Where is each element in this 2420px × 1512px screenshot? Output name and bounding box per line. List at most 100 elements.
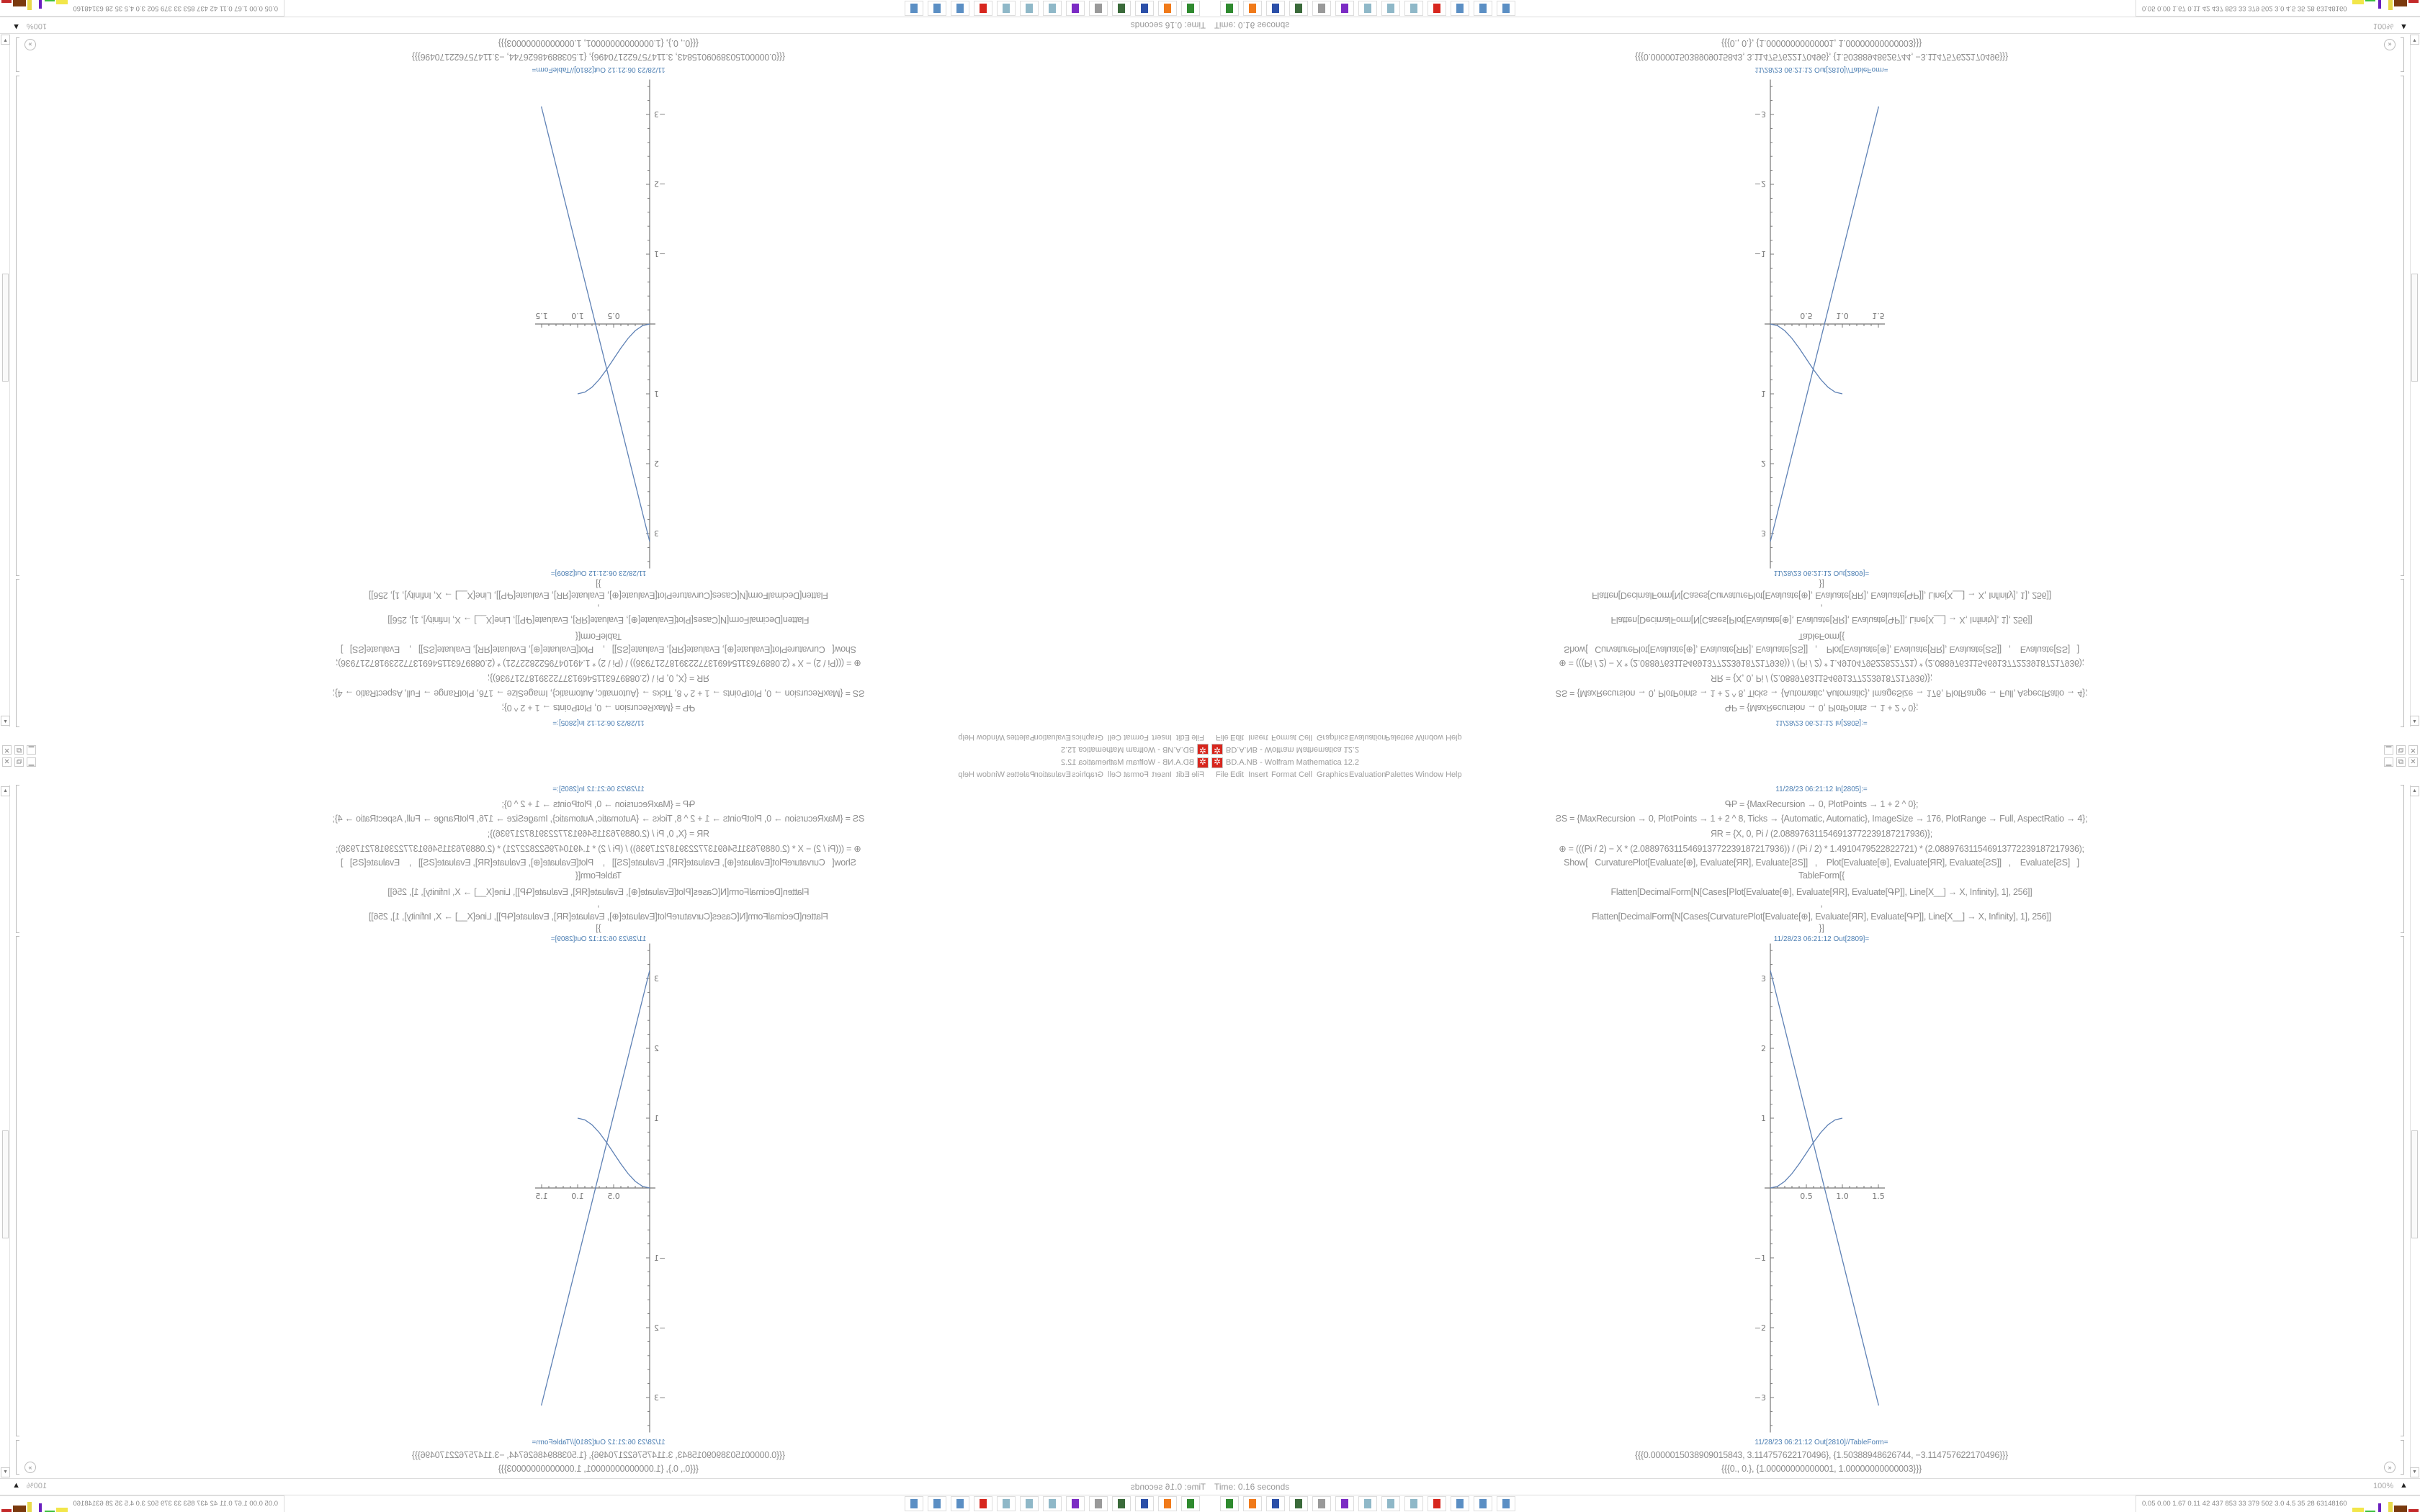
zoom-up-icon[interactable]: ▲ <box>12 22 20 31</box>
taskbar-button[interactable] <box>905 1496 923 1511</box>
code-line[interactable]: ԳP = {MaxRecursion → 0, PlotPoints → 1 +… <box>501 703 696 713</box>
cell-insert-icon[interactable]: » <box>2384 1462 2396 1473</box>
taskbar-button[interactable] <box>1158 1 1177 16</box>
code-line[interactable]: ƧS = {MaxRecursion → 0, PlotPoints → 1 +… <box>1555 814 2088 824</box>
zoom-level[interactable]: 100% <box>2373 22 2394 30</box>
table-row[interactable]: {{{0.0000015038909015843, 3.114757622170… <box>1635 52 2008 62</box>
code-line[interactable]: ⊕ = (((Pi / 2) − X * (2.0889763115469137… <box>1559 658 2084 668</box>
taskbar-button[interactable] <box>1474 1 1492 16</box>
menu-evaluation[interactable]: Evaluation <box>1349 733 1386 742</box>
menu-palettes[interactable]: Palettes <box>1385 770 1414 779</box>
taskbar-button[interactable] <box>1135 1 1154 16</box>
scrollbar-thumb[interactable] <box>2411 274 2418 382</box>
scrollbar-thumb[interactable] <box>2 274 9 382</box>
code-line[interactable]: }] <box>1819 579 1824 589</box>
code-line[interactable]: ԳP = {MaxRecursion → 0, PlotPoints → 1 +… <box>1724 703 1919 713</box>
cell-insert-icon[interactable]: » <box>24 39 36 50</box>
menu-help[interactable]: Help <box>958 733 974 742</box>
taskbar-button[interactable] <box>1220 1 1239 16</box>
menu-window[interactable]: Window <box>976 770 1005 779</box>
menu-insert[interactable]: Insert <box>1248 770 1268 779</box>
code-line[interactable]: ԳP = {MaxRecursion → 0, PlotPoints → 1 +… <box>501 799 696 809</box>
code-line[interactable]: ƧS = {MaxRecursion → 0, PlotPoints → 1 +… <box>332 688 865 698</box>
menu-graphics[interactable]: Graphics <box>1317 733 1349 742</box>
table-row[interactable]: {{{0.0000015038909015843, 3.114757622170… <box>1635 1450 2008 1460</box>
input-cell-bracket[interactable] <box>16 785 19 933</box>
taskbar-button[interactable] <box>1181 1496 1200 1511</box>
plot-cell-bracket[interactable] <box>16 76 19 576</box>
taskbar-button[interactable] <box>1066 1 1085 16</box>
code-line[interactable]: Show[ CurvaturePlot[Evaluate[⊕], Evaluat… <box>1564 644 2079 654</box>
code-line[interactable]: Show[ CurvaturePlot[Evaluate[⊕], Evaluat… <box>1564 858 2079 868</box>
code-line[interactable]: ԳP = {MaxRecursion → 0, PlotPoints → 1 +… <box>1724 799 1919 809</box>
scroll-down-button[interactable]: ▼ <box>2410 35 2419 45</box>
vertical-scrollbar[interactable] <box>2410 785 2420 1476</box>
code-line[interactable]: Flatten[DecimalForm[N[Cases[Plot[Evaluat… <box>387 615 810 625</box>
taskbar-button[interactable] <box>974 1496 992 1511</box>
taskbar-button[interactable] <box>1497 1496 1515 1511</box>
taskbar-button[interactable] <box>1404 1 1423 16</box>
menu-palettes[interactable]: Palettes <box>1385 733 1414 742</box>
menu-file[interactable]: File <box>1216 733 1229 742</box>
scroll-up-button[interactable]: ▲ <box>2410 786 2419 796</box>
menu-file[interactable]: File <box>1191 733 1204 742</box>
taskbar-button[interactable] <box>1335 1 1354 16</box>
code-line[interactable]: Flatten[DecimalForm[N[Cases[Plot[Evaluat… <box>1610 887 2033 897</box>
code-line[interactable]: , <box>597 899 600 909</box>
code-line[interactable]: }] <box>596 579 601 589</box>
scroll-down-button[interactable]: ▼ <box>2410 1467 2419 1477</box>
taskbar-button[interactable] <box>1112 1 1131 16</box>
code-line[interactable]: , <box>597 603 600 613</box>
code-line[interactable]: ЯR = {X, 0, Pi / (2.08897631154691377223… <box>1711 829 1932 839</box>
taskbar-button[interactable] <box>997 1 1016 16</box>
menu-cell[interactable]: Cell <box>1299 733 1312 742</box>
taskbar-button[interactable] <box>1266 1 1285 16</box>
code-line[interactable]: TableForm[{ <box>1798 870 1845 881</box>
table-cell-bracket[interactable] <box>16 37 19 72</box>
table-cell-bracket[interactable] <box>16 1440 19 1475</box>
cell-insert-icon[interactable]: » <box>2384 39 2396 50</box>
code-line[interactable]: ⊕ = (((Pi / 2) − X * (2.0889763115469137… <box>336 844 861 854</box>
scroll-up-button[interactable]: ▲ <box>1 786 10 796</box>
menu-format[interactable]: Format <box>1124 770 1149 779</box>
code-line[interactable]: }] <box>1819 923 1824 933</box>
taskbar-button[interactable] <box>1112 1496 1131 1511</box>
menu-insert[interactable]: Insert <box>1248 733 1268 742</box>
menu-cell[interactable]: Cell <box>1108 733 1121 742</box>
taskbar-button[interactable] <box>1404 1496 1423 1511</box>
code-line[interactable]: Flatten[DecimalForm[N[Cases[Plot[Evaluat… <box>1610 615 2033 625</box>
menu-insert[interactable]: Insert <box>1152 770 1172 779</box>
code-line[interactable]: , <box>1820 899 1823 909</box>
code-line[interactable]: Show[ CurvaturePlot[Evaluate[⊕], Evaluat… <box>341 644 856 654</box>
code-line[interactable]: ƧS = {MaxRecursion → 0, PlotPoints → 1 +… <box>332 814 865 824</box>
taskbar-button[interactable] <box>1243 1 1262 16</box>
minimize-button[interactable]: ▁ <box>27 757 36 767</box>
code-line[interactable]: Flatten[DecimalForm[N[Cases[CurvaturePlo… <box>1592 912 2051 922</box>
taskbar-button[interactable] <box>1381 1 1400 16</box>
code-line[interactable]: ЯR = {X, 0, Pi / (2.08897631154691377223… <box>1711 673 1932 683</box>
taskbar-button[interactable] <box>1312 1 1331 16</box>
menu-palettes[interactable]: Palettes <box>1006 770 1035 779</box>
menu-insert[interactable]: Insert <box>1152 733 1172 742</box>
taskbar-button[interactable] <box>1220 1496 1239 1511</box>
menu-graphics[interactable]: Graphics <box>1071 770 1103 779</box>
code-line[interactable]: }] <box>596 923 601 933</box>
taskbar-button[interactable] <box>1474 1496 1492 1511</box>
code-line[interactable]: Flatten[DecimalForm[N[Cases[CurvaturePlo… <box>369 590 828 600</box>
menu-edit[interactable]: Edit <box>1176 733 1190 742</box>
menu-evaluation[interactable]: Evaluation <box>1034 770 1071 779</box>
taskbar-button[interactable] <box>1428 1 1446 16</box>
menu-file[interactable]: File <box>1216 770 1229 779</box>
taskbar-button[interactable] <box>1158 1496 1177 1511</box>
scroll-down-button[interactable]: ▼ <box>1 1467 10 1477</box>
code-line[interactable]: Show[ CurvaturePlot[Evaluate[⊕], Evaluat… <box>341 858 856 868</box>
restore-button[interactable]: ⧉ <box>14 745 24 755</box>
taskbar-button[interactable] <box>997 1496 1016 1511</box>
taskbar-button[interactable] <box>1266 1496 1285 1511</box>
menu-graphics[interactable]: Graphics <box>1071 733 1103 742</box>
taskbar-button[interactable] <box>1451 1496 1469 1511</box>
table-row[interactable]: {{{0., 0.}, {1.00000000000001, 1.0000000… <box>498 1464 699 1474</box>
taskbar-button[interactable] <box>905 1 923 16</box>
code-line[interactable]: ЯR = {X, 0, Pi / (2.08897631154691377223… <box>488 829 709 839</box>
scrollbar-thumb[interactable] <box>2 1130 9 1238</box>
